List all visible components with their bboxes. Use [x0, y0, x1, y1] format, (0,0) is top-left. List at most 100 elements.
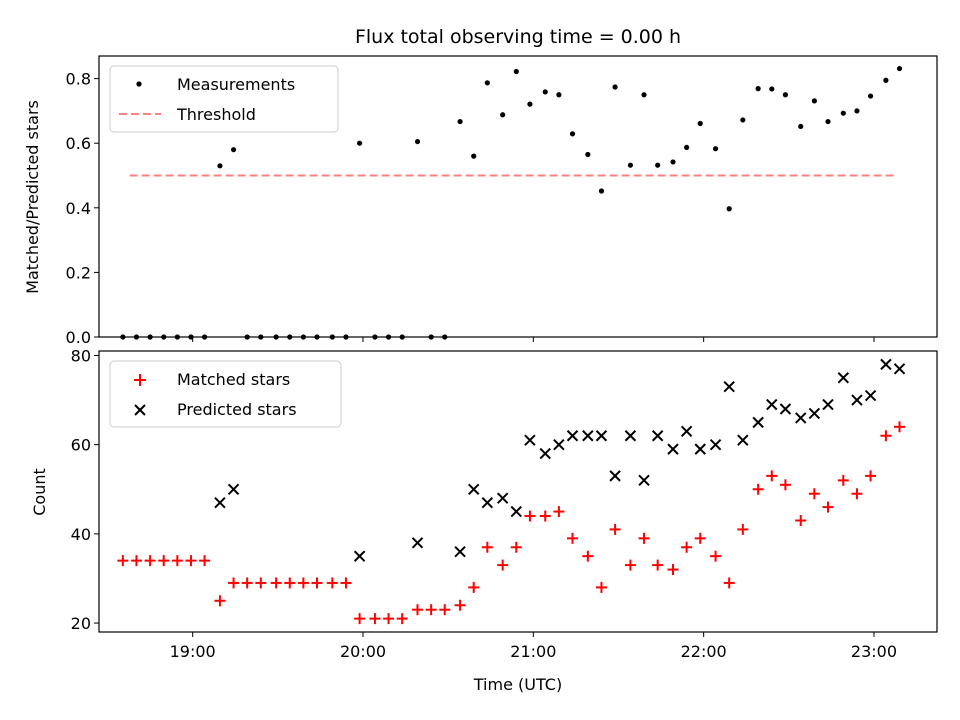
matched-star-point [354, 613, 366, 625]
matched-star-point [199, 555, 211, 567]
measurement-point [896, 65, 903, 72]
predicted-star-point [694, 443, 706, 455]
predicted-star-point [723, 380, 735, 393]
matched-star-point [710, 550, 722, 562]
bottom-legend: Matched stars Predicted stars [109, 360, 342, 428]
measurement-point [556, 92, 562, 98]
measurement-point [484, 80, 490, 86]
predicted-star-point [864, 389, 877, 402]
matched-star-point [369, 613, 381, 625]
x-tick-label: 22:00 [681, 642, 727, 661]
matched-star-point [468, 581, 480, 593]
matched-star-point [340, 577, 352, 589]
measurement-point [356, 140, 363, 146]
measurement-point [471, 153, 477, 159]
matched-star-point [439, 604, 451, 616]
measurement-point [854, 108, 860, 114]
predicted-star-point [709, 438, 722, 451]
predicted-star-point [566, 430, 579, 442]
matched-star-point [880, 430, 892, 442]
matched-star-point [723, 577, 735, 589]
bottom-panel-counts: 20 40 60 80 19:00 20:00 21:00 22:00 23:00 Count… [30, 346, 938, 694]
measurement-point [697, 120, 703, 127]
matched-star-point [228, 577, 240, 589]
matched-star-point [638, 532, 650, 544]
predicted-star-point [779, 403, 792, 415]
matched-star-point [822, 501, 834, 513]
measurement-point [500, 112, 506, 118]
matched-star-point [158, 555, 170, 567]
matched-star-point [609, 523, 621, 535]
predicted-star-point [468, 483, 480, 495]
matched-star-point [255, 577, 267, 589]
y-tick-label: 0.8 [66, 70, 91, 89]
predicted-star-point [609, 470, 621, 482]
matched-star-point [694, 532, 706, 544]
predicted-star-point [880, 358, 892, 371]
matched-star-point [383, 613, 395, 625]
top-plot-frame [98, 55, 938, 338]
matched-star-point [311, 577, 323, 589]
predicted-star-point [851, 394, 863, 406]
matched-star-point [481, 541, 493, 553]
y-tick-label: 0.0 [66, 328, 91, 347]
predicted-star-point [766, 398, 778, 411]
y-tick-label: 40 [71, 525, 91, 544]
matched-star-point [144, 555, 156, 567]
matched-star-point [894, 421, 906, 433]
bottom-y-axis-label: Count [30, 468, 49, 516]
matched-star-point [752, 483, 764, 495]
predicted-star-point [752, 416, 764, 429]
matched-star-point [425, 604, 437, 616]
predicted-star-point [667, 443, 679, 455]
legend-measurements-label: Measurements [177, 75, 295, 94]
measurement-point [769, 86, 775, 92]
matched-star-point [779, 479, 791, 491]
predicted-star-point [795, 412, 807, 424]
matched-star-point [567, 532, 579, 544]
y-tick-label: 80 [71, 346, 91, 365]
measurement-point [627, 162, 634, 168]
predicted-star-point [214, 496, 226, 509]
matched-star-point [241, 577, 253, 589]
matched-star-point [412, 604, 424, 616]
matched-star-point [185, 555, 197, 567]
predicted-star-point [582, 430, 594, 442]
predicted-star-point [638, 474, 650, 487]
matched-star-point [497, 559, 509, 571]
measurement-point [825, 118, 831, 125]
measurement-point [655, 162, 661, 168]
y-tick-label: 20 [71, 614, 91, 633]
matched-star-point [510, 541, 522, 553]
predicted-star-point [454, 546, 466, 558]
measurement-point [217, 163, 223, 169]
x-axis-label: Time (UTC) [473, 675, 562, 694]
measurement-point [867, 93, 874, 99]
top-y-axis-label: Matched/Predicted stars [23, 100, 42, 294]
x-tick-label: 21:00 [510, 642, 556, 661]
predicted-star-point [680, 425, 693, 437]
matched-star-point [270, 577, 282, 589]
predicted-star-point [651, 430, 664, 442]
measurement-point [670, 159, 676, 165]
top-legend: Measurements Threshold [109, 65, 339, 133]
predicted-star-point [595, 430, 608, 442]
measurement-point [569, 131, 576, 137]
predicted-star-point [837, 372, 850, 384]
matched-star-point [539, 510, 551, 522]
predicted-star-point [510, 505, 523, 518]
legend-matched-label: Matched stars [177, 370, 290, 389]
predicted-star-point [624, 430, 637, 442]
measurement-point [230, 147, 237, 153]
predicted-star-point [822, 398, 834, 411]
bottom-plot-frame [98, 350, 938, 633]
matched-star-point [117, 555, 129, 567]
measurement-point [684, 144, 690, 151]
predicted-star-point [411, 537, 424, 549]
y-tick-label: 0.6 [66, 134, 91, 153]
matched-star-point [652, 559, 664, 571]
matched-star-point [553, 506, 565, 518]
matched-star-point [454, 599, 466, 611]
matched-star-point [130, 555, 142, 567]
